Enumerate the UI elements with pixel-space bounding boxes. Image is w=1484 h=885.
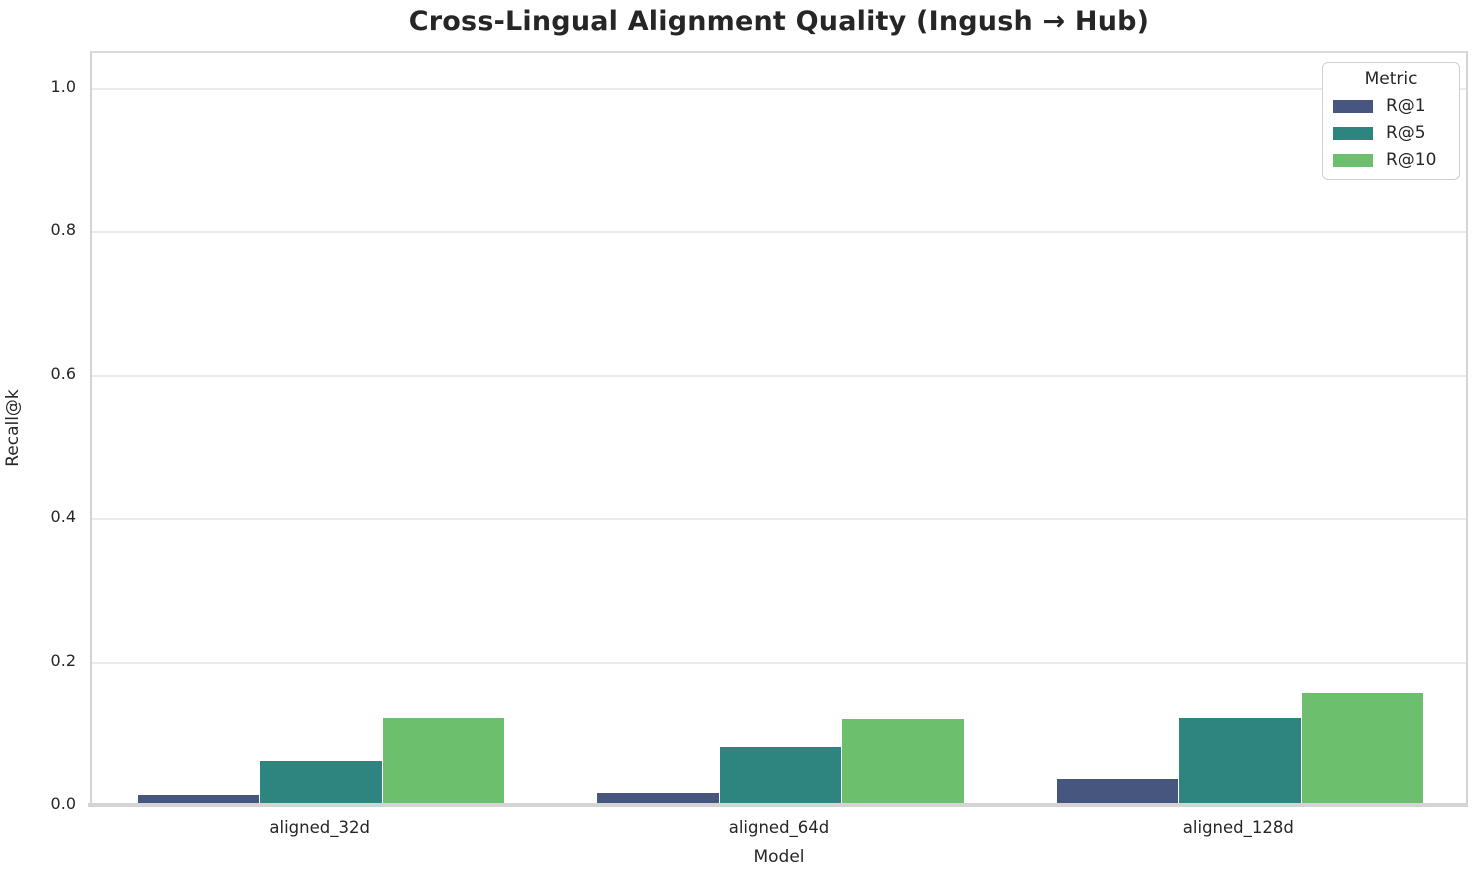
gridline-y-0.4 xyxy=(92,518,1466,521)
gridline-y-0.6 xyxy=(92,374,1466,377)
bar-R@10-aligned_64d xyxy=(842,719,964,804)
legend-swatch-icon xyxy=(1333,99,1373,113)
y-tick-label-0.8: 0.8 xyxy=(50,220,76,240)
chart-title: Cross-Lingual Alignment Quality (Ingush … xyxy=(408,6,1150,37)
bar-R@10-aligned_32d xyxy=(382,717,505,804)
legend-item-R@5: R@5 xyxy=(1333,123,1449,143)
legend-item-R@10: R@10 xyxy=(1333,150,1449,170)
y-tick-label-0.6: 0.6 xyxy=(50,363,76,383)
x-axis-label: Model xyxy=(753,847,805,867)
y-axis-label: Recall@k xyxy=(3,389,23,467)
y-tick-label-0.4: 0.4 xyxy=(50,507,76,527)
legend-label: R@5 xyxy=(1386,123,1426,143)
legend-item-R@1: R@1 xyxy=(1333,96,1449,116)
legend: Metric R@1 R@5 R@10 xyxy=(1322,62,1460,180)
bar-R@1-aligned_128d xyxy=(1056,778,1179,804)
plot-area xyxy=(90,51,1468,804)
x-axis-baseline xyxy=(88,803,1468,807)
legend-swatch-icon xyxy=(1333,153,1373,167)
legend-label: R@10 xyxy=(1386,150,1437,170)
x-tick-label-aligned_128d: aligned_128d xyxy=(1182,818,1294,837)
bar-R@5-aligned_128d xyxy=(1179,717,1301,804)
legend-title: Metric xyxy=(1364,69,1418,89)
gridline-y-0.8 xyxy=(92,231,1466,234)
bar-R@1-aligned_64d xyxy=(597,792,719,804)
bar-R@10-aligned_128d xyxy=(1301,692,1424,804)
y-tick-label-0.2: 0.2 xyxy=(50,650,76,670)
bar-R@5-aligned_64d xyxy=(719,746,842,804)
x-tick-label-aligned_64d: aligned_64d xyxy=(728,818,830,837)
legend-items: R@1 R@5 R@10 xyxy=(1333,96,1449,170)
legend-label: R@1 xyxy=(1386,96,1426,116)
bar-R@5-aligned_32d xyxy=(260,761,382,804)
gridline-y-1.0 xyxy=(92,87,1466,90)
gridline-y-0.2 xyxy=(92,661,1466,664)
legend-swatch-icon xyxy=(1333,126,1373,140)
y-tick-label-0.0: 0.0 xyxy=(50,794,76,813)
y-tick-label-1.0: 1.0 xyxy=(50,76,76,96)
x-tick-label-aligned_32d: aligned_32d xyxy=(269,818,370,837)
bar-R@1-aligned_32d xyxy=(137,794,260,804)
